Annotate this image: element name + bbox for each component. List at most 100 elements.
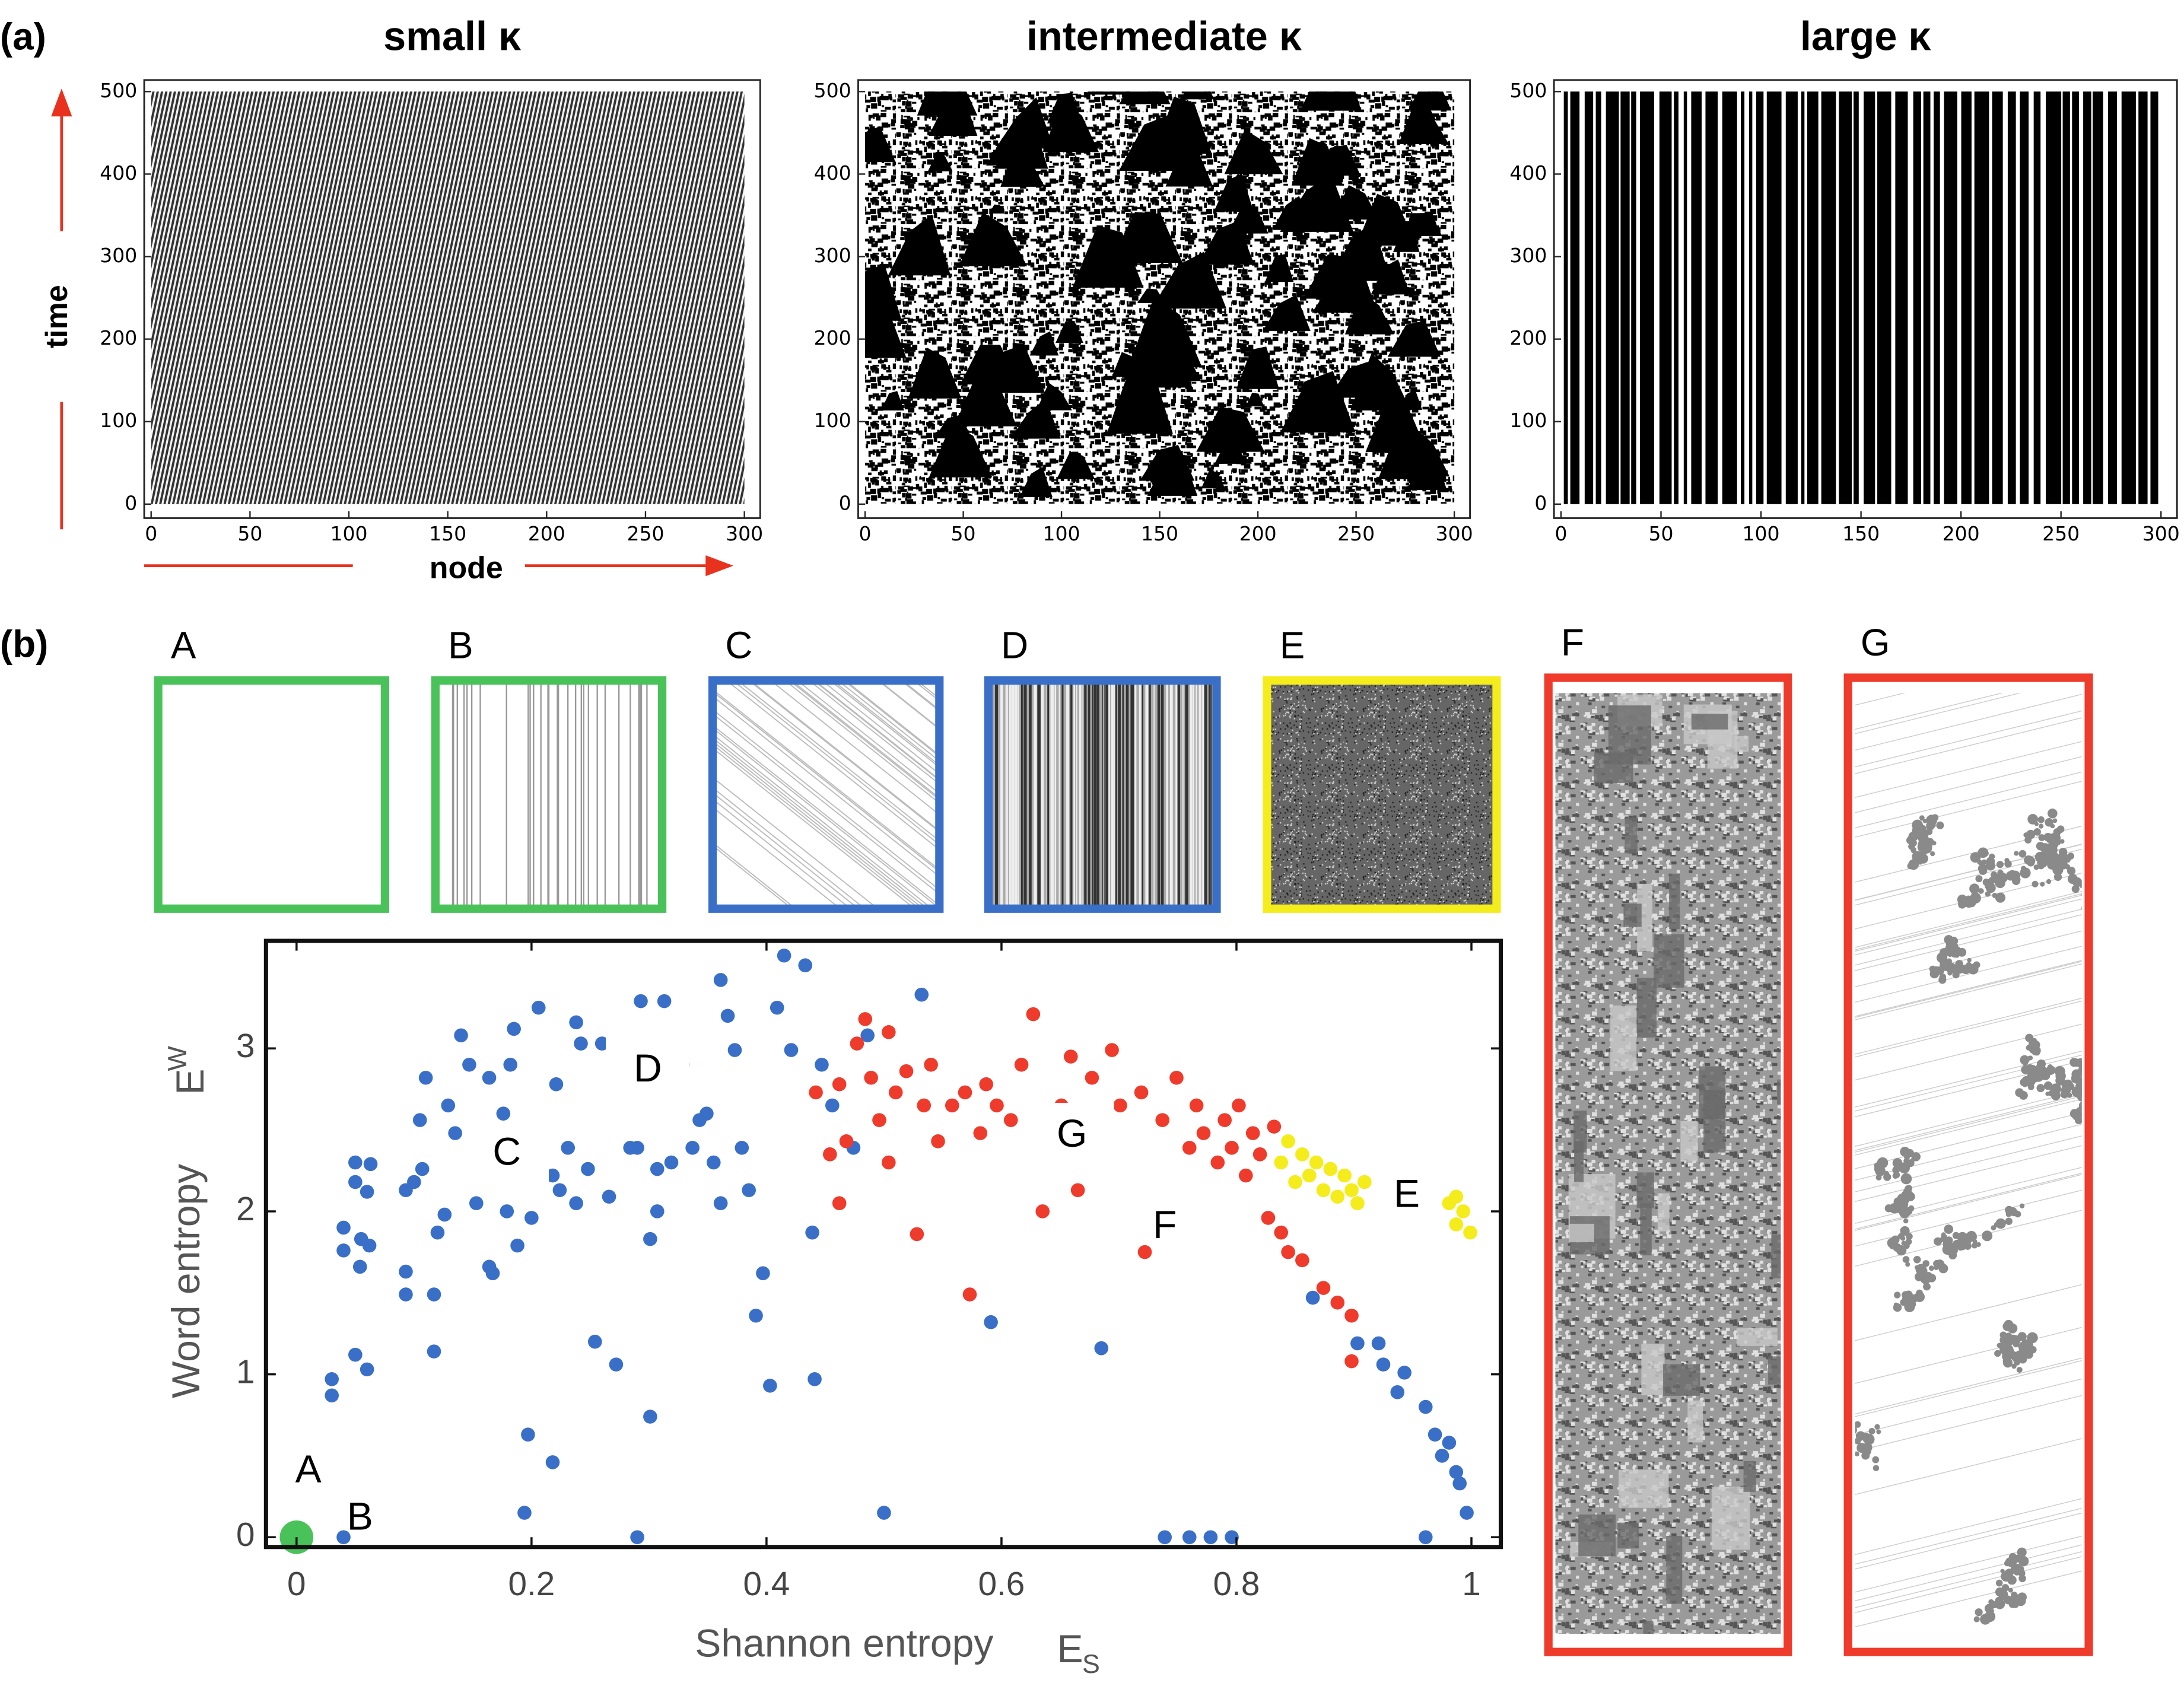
texture-dot xyxy=(2108,1097,2112,1101)
texture-dot xyxy=(2059,839,2065,844)
texture-dot xyxy=(1902,1256,1910,1263)
marker xyxy=(888,1085,903,1100)
texture-dot xyxy=(2015,1088,2024,1097)
blob xyxy=(1147,452,1198,496)
texture-line xyxy=(1855,1360,2082,1417)
bar-stripe xyxy=(2062,91,2070,504)
marker xyxy=(454,1028,468,1043)
texture-line xyxy=(715,743,920,906)
x-tick-label: 1 xyxy=(1462,1566,1481,1603)
texture-line xyxy=(1855,1438,2082,1496)
marker xyxy=(735,1141,749,1155)
bar-stripe xyxy=(2007,91,2016,504)
blob xyxy=(1181,91,1215,100)
x-tick-label: 100 xyxy=(1043,522,1080,545)
bar-stripe xyxy=(1563,91,1568,504)
texture-line xyxy=(1855,741,2082,798)
texture-stripe xyxy=(995,683,999,906)
blob xyxy=(865,126,896,163)
texture-dot xyxy=(1991,1601,1998,1608)
texture-dot xyxy=(1918,825,1927,833)
texture-dot xyxy=(1953,962,1965,974)
texture-dot xyxy=(1795,1452,1801,1458)
texture-line xyxy=(847,683,937,755)
marker xyxy=(602,1189,616,1204)
texture-dot xyxy=(1810,1447,1819,1456)
texture-dot xyxy=(2008,1587,2013,1593)
texture-dot xyxy=(1856,1443,1867,1453)
texture-stripe xyxy=(1076,683,1077,906)
texture-line xyxy=(1855,895,2082,952)
texture-dot xyxy=(2036,1084,2045,1093)
texture-dot xyxy=(1911,1152,1921,1162)
texture-dot xyxy=(2096,1046,2105,1056)
texture-line xyxy=(1855,1357,2082,1415)
y-tick-label: 0 xyxy=(236,1516,255,1554)
marker xyxy=(1094,1341,1109,1356)
marker xyxy=(650,1204,665,1218)
texture-dot xyxy=(2103,1096,2111,1104)
marker xyxy=(574,1036,588,1051)
marker xyxy=(832,1196,847,1211)
y-tick-label: 200 xyxy=(100,326,137,349)
marker xyxy=(657,994,672,1008)
marker xyxy=(924,1057,938,1072)
texture-dot xyxy=(2039,823,2044,829)
texture-stripe xyxy=(1021,683,1023,906)
marker xyxy=(1196,1126,1211,1140)
blob xyxy=(1107,368,1173,434)
texture-dot xyxy=(1926,815,1937,826)
x-tick-label: 300 xyxy=(1436,522,1473,545)
texture-line xyxy=(817,683,937,779)
marker xyxy=(643,1232,657,1246)
marker xyxy=(1305,1290,1320,1305)
annotation-box xyxy=(606,1038,690,1105)
texture-line xyxy=(1855,1000,2082,1058)
arrow-head xyxy=(51,88,72,117)
texture-dot xyxy=(2058,851,2068,863)
marker xyxy=(1344,1354,1359,1369)
texture-stripe xyxy=(1149,683,1151,906)
texture-dot xyxy=(2002,1358,2013,1368)
texture-dot xyxy=(2044,852,2055,863)
texture-dot xyxy=(1982,850,1989,857)
marker xyxy=(1337,1168,1352,1183)
bar-stripe xyxy=(1839,91,1852,504)
texture-line xyxy=(715,779,875,906)
blob xyxy=(1312,256,1378,313)
texture-dot xyxy=(2052,818,2058,823)
texture-line xyxy=(1855,1023,2082,1081)
texture-block xyxy=(1687,1400,1703,1443)
texture-stripe xyxy=(1034,683,1037,906)
texture-dot xyxy=(2099,1055,2105,1061)
blob xyxy=(994,118,1048,169)
texture-line xyxy=(1855,771,2082,829)
thumbnail-frame xyxy=(431,676,667,913)
y-axis-subscript: W xyxy=(162,1045,192,1071)
texture-dot xyxy=(1915,1272,1924,1281)
texture-dot xyxy=(2062,1080,2068,1087)
texture-dot xyxy=(2059,861,2068,870)
marker xyxy=(1105,1043,1119,1057)
texture-block xyxy=(1734,736,1749,752)
marker xyxy=(531,1000,546,1015)
texture-dot xyxy=(1911,863,1917,868)
texture-dot xyxy=(1833,1439,1843,1449)
texture-dot xyxy=(1900,1226,1910,1236)
marker xyxy=(910,1227,924,1242)
marker xyxy=(587,1334,602,1349)
x-tick-label: 150 xyxy=(1842,522,1880,545)
marker xyxy=(1449,1189,1464,1204)
texture-dot xyxy=(2034,1046,2041,1053)
texture-block xyxy=(1662,1364,1700,1396)
texture-line xyxy=(1855,963,2082,1020)
texture-dot xyxy=(2096,1052,2100,1056)
marker xyxy=(1418,1399,1433,1414)
texture-dot xyxy=(1990,871,1998,879)
texture-stripe xyxy=(1202,683,1204,906)
texture-stripe xyxy=(1066,683,1069,906)
marker xyxy=(348,1347,363,1362)
marker xyxy=(1323,1162,1338,1176)
bar-stripe xyxy=(1691,91,1702,504)
marker xyxy=(609,1357,624,1372)
